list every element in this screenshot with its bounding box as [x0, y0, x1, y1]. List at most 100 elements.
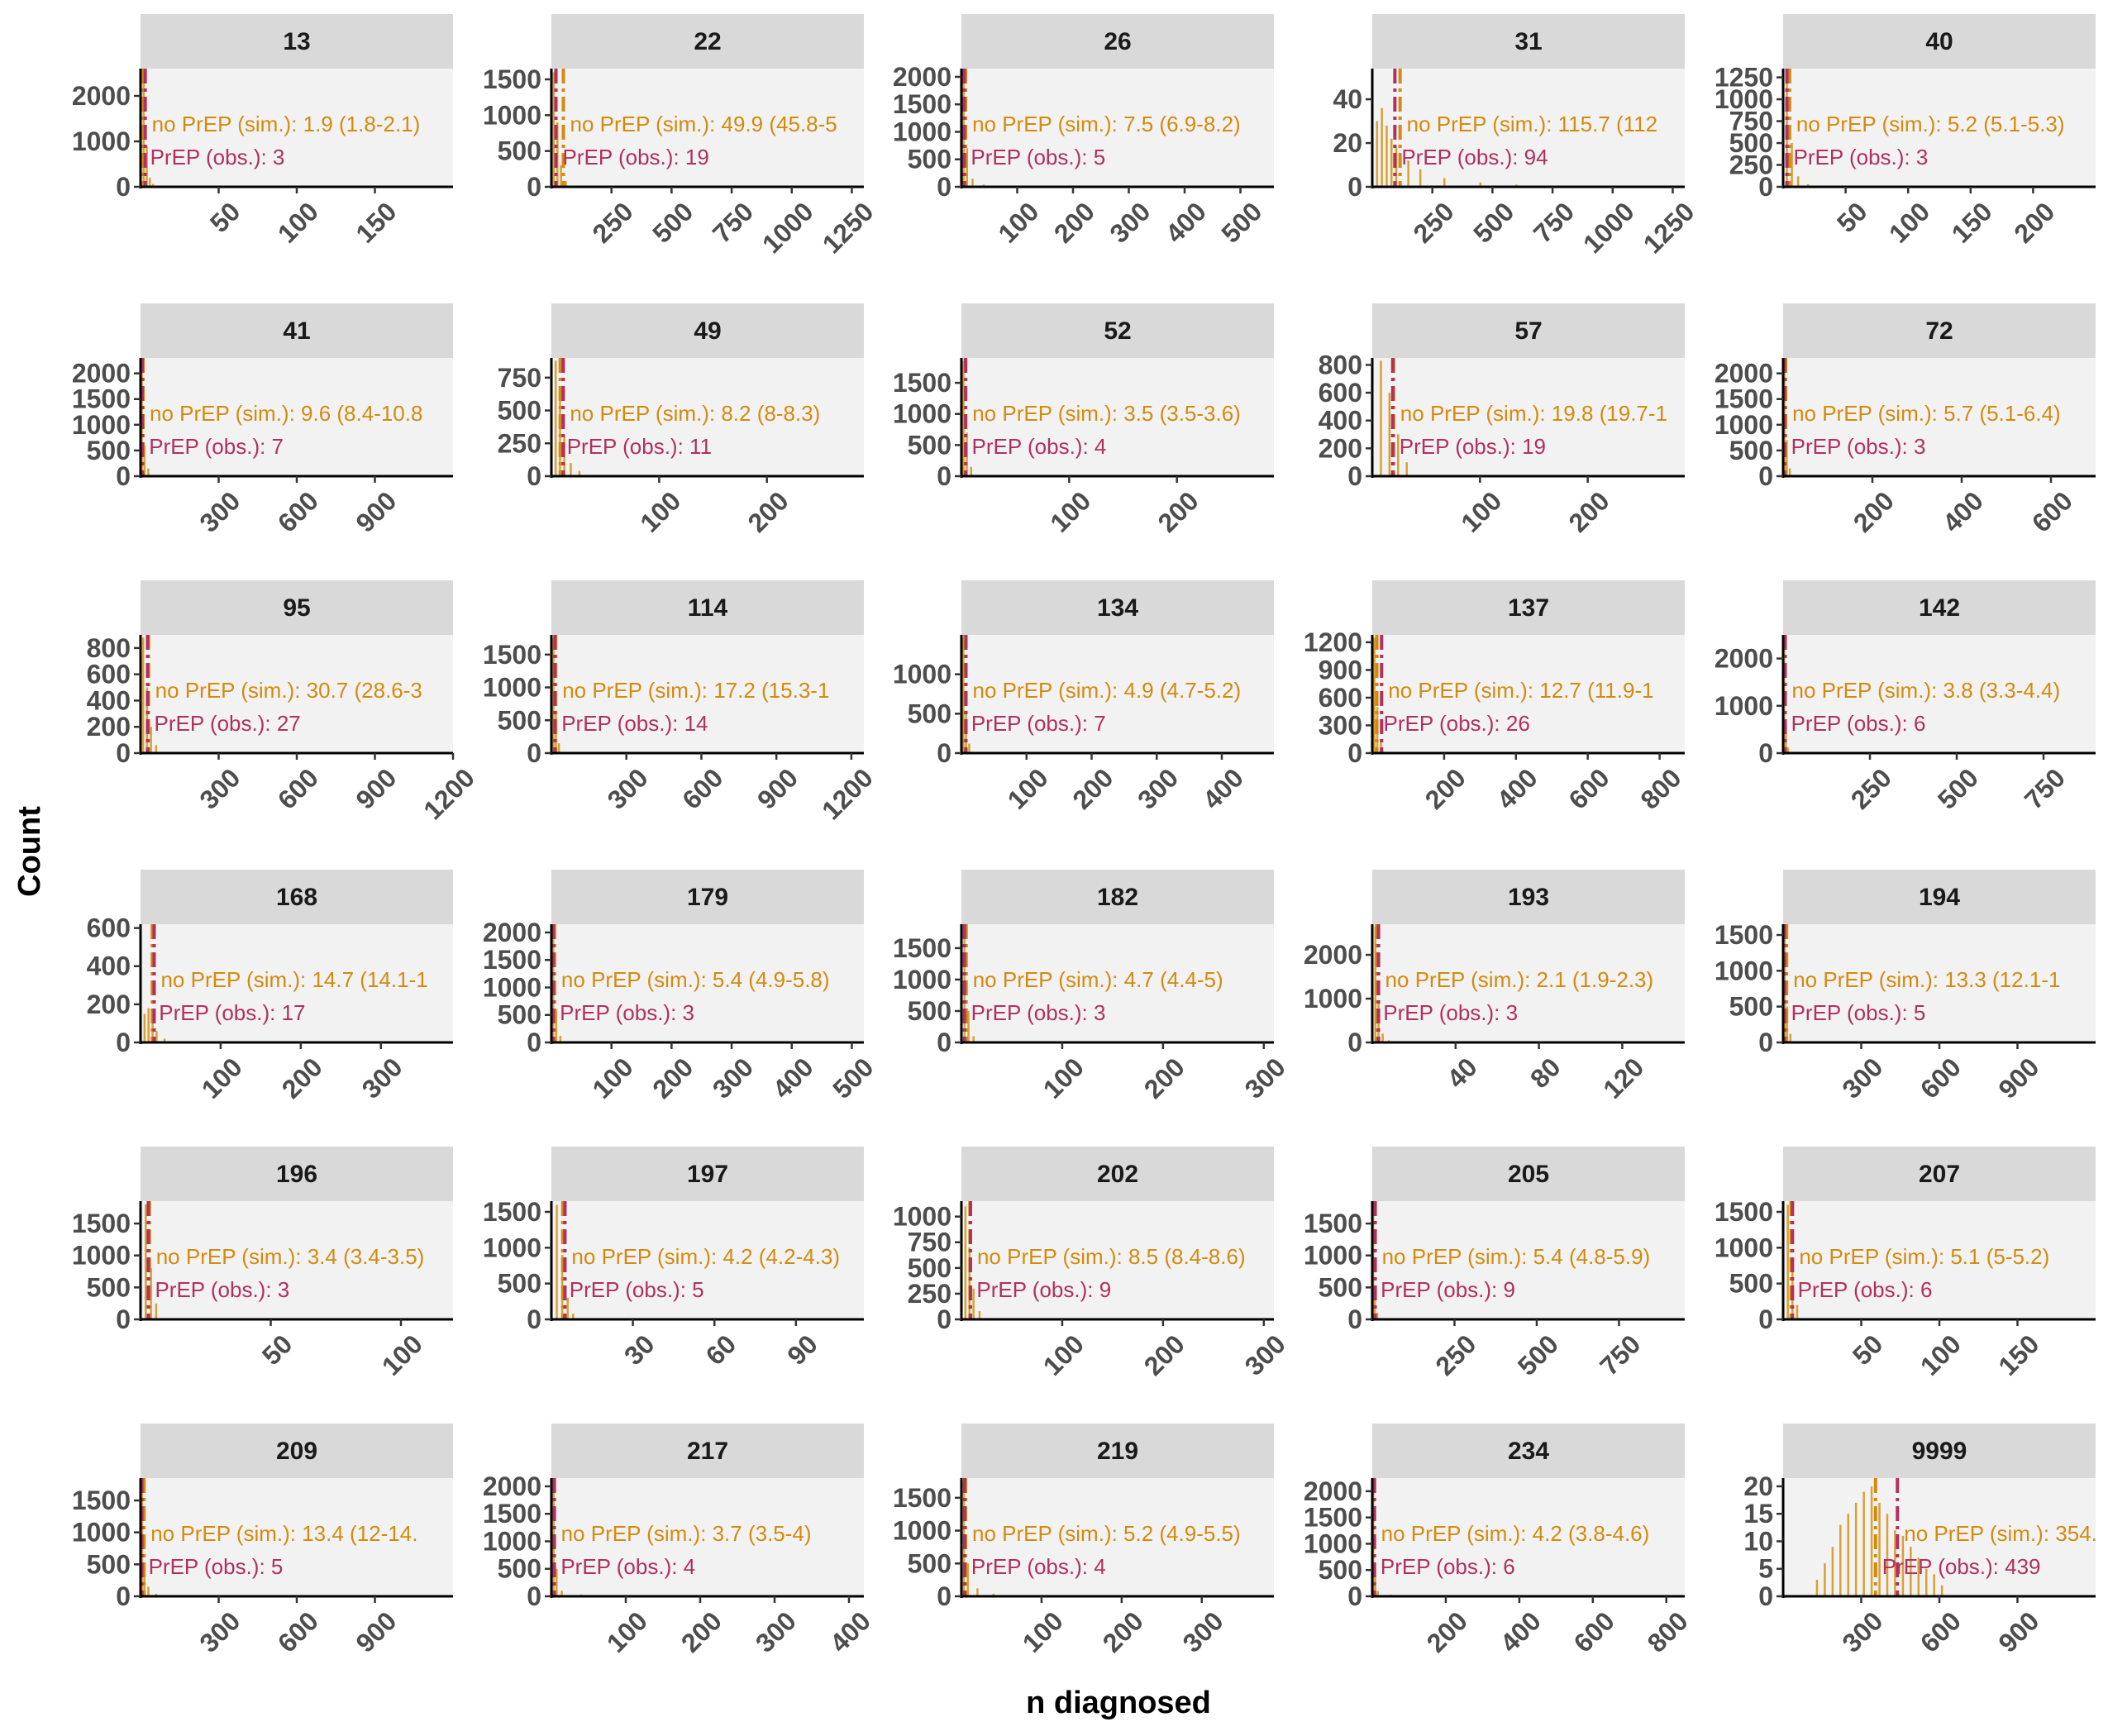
- facet-panel-52: 52 no PrEP (sim.): 3.5 (3.5-3.6) PrEP (obs…: [893, 303, 1274, 538]
- y-tick-label: 2000: [72, 359, 131, 389]
- x-tick-label: 300: [193, 486, 246, 538]
- y-tick-label: 500: [1729, 436, 1773, 465]
- x-tick-label: 100: [272, 197, 324, 249]
- y-tick-label: 0: [527, 1028, 541, 1057]
- plot-area: [551, 69, 864, 187]
- x-tick-label: 250: [1429, 1329, 1481, 1381]
- facet-strip-label: 134: [1097, 594, 1138, 622]
- histogram-bar: [163, 1038, 166, 1042]
- facet-strip-label: 219: [1097, 1438, 1138, 1465]
- y-tick-label: 1500: [483, 945, 541, 975]
- x-axis-title: n diagnosed: [1026, 1686, 1211, 1720]
- x-tick-label: 250: [1845, 763, 1897, 815]
- histogram-bar: [1862, 1491, 1865, 1596]
- sim-annotation: no PrEP (sim.): 3.5 (3.5-3.6): [972, 401, 1241, 426]
- facet-panel-207: 207 no PrEP (sim.): 5.1 (5-5.2) PrEP (obs.…: [1715, 1147, 2096, 1381]
- x-tick-label: 250: [1408, 197, 1460, 249]
- histogram-bar: [971, 179, 974, 187]
- y-tick-label: 0: [1347, 1028, 1362, 1057]
- sim-annotation: no PrEP (sim.): 354.9: [1904, 1521, 2108, 1546]
- sim-annotation: no PrEP (sim.): 17.2 (15.3-1: [562, 678, 829, 703]
- y-tick-label: 2000: [1715, 644, 1773, 674]
- x-tick-label: 300: [193, 763, 246, 815]
- facet-panel-182: 182 no PrEP (sim.): 4.7 (4.4-5) PrEP (obs.…: [893, 870, 1291, 1104]
- facet-panel-13: 13 no PrEP (sim.): 1.9 (1.8-2.1) PrEP (obs…: [72, 14, 453, 249]
- y-tick-label: 250: [1729, 150, 1773, 180]
- y-tick-label: 2000: [1715, 359, 1773, 389]
- sim-annotation: no PrEP (sim.): 3.4 (3.4-3.5): [156, 1244, 425, 1269]
- y-tick-label: 1500: [1715, 920, 1773, 950]
- obs-annotation: PrEP (obs.): 27: [155, 711, 301, 736]
- facet-panel-95: 95 no PrEP (sim.): 30.7 (28.6-3 PrEP (obs.…: [87, 580, 480, 825]
- y-tick-label: 500: [1729, 992, 1773, 1022]
- y-tick-label: 0: [937, 738, 951, 768]
- sim-annotation: no PrEP (sim.): 5.2 (5.1-5.3): [1796, 112, 2065, 136]
- plot-area: [1783, 69, 2096, 187]
- facet-strip: [1783, 1147, 2096, 1201]
- x-tick-label: 400: [1495, 1606, 1547, 1658]
- histogram-bar: [1815, 1580, 1819, 1596]
- y-tick-label: 1000: [483, 1233, 541, 1262]
- x-tick-label: 750: [1594, 1329, 1646, 1381]
- histogram-bar: [1381, 107, 1383, 187]
- y-tick-label: 0: [1347, 1581, 1362, 1611]
- facet-panel-9999: 9999 no PrEP (sim.): 354.9 PrEP (obs.): 43…: [1743, 1424, 2108, 1658]
- y-tick-label: 1000: [483, 1526, 541, 1556]
- obs-annotation: PrEP (obs.): 17: [159, 1000, 305, 1025]
- facet-panel-40: 40 no PrEP (sim.): 5.2 (5.1-5.3) PrEP (obs…: [1715, 14, 2096, 249]
- y-tick-label: 1000: [1715, 84, 1773, 114]
- sim-annotation: no PrEP (sim.): 30.7 (28.6-3: [155, 678, 422, 703]
- obs-annotation: PrEP (obs.): 3: [1794, 145, 1929, 169]
- facet-strip: [1783, 580, 2096, 635]
- y-tick-label: 1000: [483, 673, 541, 703]
- y-tick-label: 1500: [483, 640, 541, 670]
- x-tick-label: 400: [1491, 763, 1543, 815]
- histogram-bar: [968, 743, 971, 753]
- y-tick-label: 0: [527, 1304, 541, 1334]
- x-tick-label: 300: [707, 1052, 759, 1104]
- x-tick-label: 100: [1017, 1606, 1069, 1658]
- x-tick-label: 300: [1239, 1052, 1291, 1104]
- y-tick-label: 500: [498, 136, 541, 166]
- x-tick-label: 600: [272, 763, 324, 815]
- x-tick-label: 100: [1037, 1052, 1090, 1104]
- y-tick-label: 1500: [72, 1209, 131, 1238]
- plot-area: [1372, 358, 1685, 476]
- sim-annotation: no PrEP (sim.): 5.1 (5-5.2): [1799, 1244, 2049, 1269]
- histogram-bar: [1380, 360, 1382, 476]
- y-tick-label: 1500: [483, 1197, 541, 1227]
- sim-annotation: no PrEP (sim.): 115.7 (112: [1407, 112, 1657, 136]
- facet-strip-label: 137: [1508, 594, 1549, 622]
- y-tick-label: 750: [498, 363, 541, 393]
- plot-area: [551, 358, 864, 476]
- facet-strip-label: 31: [1514, 28, 1542, 55]
- sim-annotation: no PrEP (sim.): 14.7 (14.1-1: [160, 967, 427, 992]
- x-tick-label: 200: [1138, 1052, 1190, 1104]
- y-tick-label: 1250: [1715, 63, 1773, 93]
- x-tick-label: 100: [1455, 486, 1507, 538]
- facet-strip-label: 179: [687, 884, 728, 911]
- histogram-bar: [1854, 1502, 1858, 1596]
- facet-strip: [1372, 14, 1685, 69]
- histogram-bar: [1786, 747, 1790, 753]
- obs-annotation: PrEP (obs.): 4: [971, 1554, 1106, 1579]
- x-tick-label: 500: [646, 197, 699, 249]
- x-tick-label: 500: [1467, 197, 1519, 249]
- facet-strip-label: 72: [1925, 317, 1953, 345]
- sim-annotation: no PrEP (sim.): 13.3 (12.1-1: [1793, 967, 2060, 992]
- y-tick-label: 250: [908, 1279, 951, 1309]
- facet-strip: [551, 580, 864, 635]
- x-tick-label: 600: [1915, 1052, 1967, 1104]
- x-tick-label: 200: [646, 1052, 699, 1104]
- y-tick-label: 0: [527, 461, 541, 491]
- x-tick-label: 600: [1568, 1606, 1620, 1658]
- facet-panel-49: 49 no PrEP (sim.): 8.2 (8-8.3) PrEP (obs.)…: [498, 303, 864, 538]
- x-tick-label: 30: [618, 1329, 661, 1371]
- histogram-bar: [1847, 1514, 1849, 1596]
- histogram-bar: [552, 72, 556, 187]
- facet-panel-41: 41 no PrEP (sim.): 9.6 (8.4-10.8 PrEP (obs…: [72, 303, 453, 538]
- facet-panel-202: 202 no PrEP (sim.): 8.5 (8.4-8.6) PrEP (ob…: [893, 1147, 1291, 1381]
- y-tick-label: 1000: [72, 410, 131, 440]
- histogram-bar: [1789, 1033, 1792, 1042]
- histogram-bar: [1376, 121, 1379, 187]
